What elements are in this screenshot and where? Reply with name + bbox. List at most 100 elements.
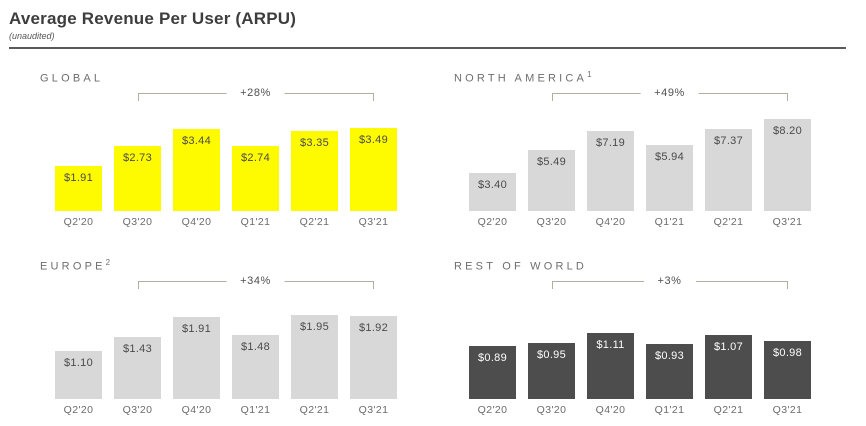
x-tick-label: Q1'21 <box>240 216 271 228</box>
x-tick-label: Q2'21 <box>713 404 744 416</box>
bar-Q3'21: $0.98 <box>764 341 811 399</box>
bar-Q4'20: $1.11 <box>587 333 634 399</box>
chart-title-text: EUROPE <box>40 260 106 273</box>
x-axis: Q2'20 Q3'20 Q4'20 Q1'21 Q2'21 Q3'21 <box>55 404 402 416</box>
bar-value-label: $1.43 <box>122 343 153 355</box>
bar-value-label: $5.49 <box>536 156 567 168</box>
page-header: Average Revenue Per User (ARPU) (unaudit… <box>0 0 866 49</box>
chart-title: GLOBAL <box>40 70 402 85</box>
bar-Q1'21: $1.48 <box>232 335 279 399</box>
bar-Q4'20: $3.44 <box>173 129 220 211</box>
bar-Q3'20: $5.49 <box>528 150 575 211</box>
x-tick-label: Q4'20 <box>595 404 626 416</box>
growth-bracket: +49% <box>551 87 788 101</box>
x-tick-label: Q2'20 <box>477 404 508 416</box>
bar-Q1'21: $5.94 <box>646 145 693 211</box>
chart-title-text: REST OF WORLD <box>454 260 588 273</box>
growth-annotation-row: +28% <box>55 85 402 107</box>
bar-value-label: $8.20 <box>772 125 803 137</box>
growth-percent-label: +34% <box>226 275 285 287</box>
growth-percent-label: +49% <box>640 87 699 99</box>
growth-annotation-row: +3% <box>469 273 816 295</box>
x-tick-label: Q2'21 <box>713 216 744 228</box>
x-axis: Q2'20 Q3'20 Q4'20 Q1'21 Q2'21 Q3'21 <box>55 216 402 228</box>
bar-Q2'21: $1.07 <box>705 335 752 399</box>
x-tick-label: Q1'21 <box>654 404 685 416</box>
bar-value-label: $0.98 <box>772 347 803 359</box>
chart-panel-north-america: NORTH AMERICA1 +49% $3.40 $5.49 $7.19 $5.94… <box>454 70 816 228</box>
x-tick-label: Q2'20 <box>477 216 508 228</box>
growth-bracket: +28% <box>137 87 374 101</box>
chart-panel-global: GLOBAL +28% $1.91 $2.73 $3.44 $2.74 $3.35 $3.… <box>40 70 402 228</box>
bar-value-label: $2.73 <box>122 152 153 164</box>
bar-value-label: $1.91 <box>181 323 212 335</box>
bar-Q3'20: $2.73 <box>114 146 161 211</box>
x-tick-label: Q3'21 <box>772 404 803 416</box>
chart-panel-rest-of-world: REST OF WORLD +3% $0.89 $0.95 $1.11 $0.93 $1… <box>454 258 816 416</box>
x-tick-label: Q3'20 <box>122 404 153 416</box>
x-tick-label: Q3'20 <box>536 404 567 416</box>
chart-panel-europe: EUROPE2 +34% $1.10 $1.43 $1.91 $1.48 $1.95 $1… <box>40 258 402 416</box>
x-tick-label: Q1'21 <box>240 404 271 416</box>
bar-value-label: $1.95 <box>299 321 330 333</box>
page-title: Average Revenue Per User (ARPU) <box>9 9 297 28</box>
bar-Q1'21: $2.74 <box>232 146 279 211</box>
chart-title-text: NORTH AMERICA <box>454 72 588 85</box>
bar-value-label: $3.40 <box>477 179 508 191</box>
x-tick-label: Q2'21 <box>299 404 330 416</box>
x-tick-label: Q3'21 <box>772 216 803 228</box>
x-tick-label: Q3'20 <box>536 216 567 228</box>
bar-Q3'20: $0.95 <box>528 343 575 399</box>
x-tick-label: Q3'21 <box>358 404 389 416</box>
bar-value-label: $1.92 <box>358 322 389 334</box>
bar-Q3'21: $8.20 <box>764 119 811 211</box>
x-tick-label: Q4'20 <box>181 216 212 228</box>
bar-value-label: $5.94 <box>654 151 685 163</box>
bar-Q2'20: $0.89 <box>469 346 516 399</box>
bar-Q2'21: $3.35 <box>291 131 338 211</box>
bar-Q2'20: $3.40 <box>469 173 516 211</box>
plot-area: $0.89 $0.95 $1.11 $0.93 $1.07 $0.98 <box>469 295 816 399</box>
page-subtitle: (unaudited) <box>9 31 55 41</box>
x-axis: Q2'20 Q3'20 Q4'20 Q1'21 Q2'21 Q3'21 <box>469 404 816 416</box>
bar-value-label: $0.95 <box>536 349 567 361</box>
bar-value-label: $7.19 <box>595 137 626 149</box>
x-axis: Q2'20 Q3'20 Q4'20 Q1'21 Q2'21 Q3'21 <box>469 216 816 228</box>
chart-title: NORTH AMERICA1 <box>454 70 816 85</box>
plot-area: $3.40 $5.49 $7.19 $5.94 $7.37 $8.20 <box>469 107 816 211</box>
bar-Q2'21: $1.95 <box>291 315 338 399</box>
x-tick-label: Q2'20 <box>63 216 94 228</box>
growth-bracket: +34% <box>137 275 374 289</box>
growth-bracket: +3% <box>551 275 788 289</box>
growth-percent-label: +3% <box>643 275 696 287</box>
chart-body: +34% $1.10 $1.43 $1.91 $1.48 $1.95 $1.92 Q2'2… <box>40 273 402 416</box>
bar-value-label: $1.07 <box>713 341 744 353</box>
growth-annotation-row: +34% <box>55 273 402 295</box>
growth-percent-label: +28% <box>226 87 285 99</box>
bar-Q4'20: $1.91 <box>173 317 220 399</box>
x-tick-label: Q3'21 <box>358 216 389 228</box>
bar-value-label: $3.35 <box>299 137 330 149</box>
chart-title: EUROPE2 <box>40 258 402 273</box>
bar-value-label: $0.89 <box>477 352 508 364</box>
chart-body: +3% $0.89 $0.95 $1.11 $0.93 $1.07 $0.98 Q2'20… <box>454 273 816 416</box>
x-tick-label: Q3'20 <box>122 216 153 228</box>
bar-Q3'21: $1.92 <box>350 316 397 399</box>
chart-title-text: GLOBAL <box>40 72 104 85</box>
bar-Q4'20: $7.19 <box>587 131 634 211</box>
bar-Q3'20: $1.43 <box>114 337 161 399</box>
chart-body: +49% $3.40 $5.49 $7.19 $5.94 $7.37 $8.20 Q2'2… <box>454 85 816 228</box>
bar-value-label: $3.44 <box>181 135 212 147</box>
bar-value-label: $2.74 <box>240 152 271 164</box>
bar-Q3'21: $3.49 <box>350 128 397 211</box>
bar-Q2'21: $7.37 <box>705 129 752 211</box>
bar-value-label: $1.11 <box>596 339 625 351</box>
growth-annotation-row: +49% <box>469 85 816 107</box>
x-tick-label: Q2'21 <box>299 216 330 228</box>
chart-title: REST OF WORLD <box>454 258 816 273</box>
bar-value-label: $3.49 <box>358 134 389 146</box>
plot-area: $1.91 $2.73 $3.44 $2.74 $3.35 $3.49 <box>55 107 402 211</box>
plot-area: $1.10 $1.43 $1.91 $1.48 $1.95 $1.92 <box>55 295 402 399</box>
x-tick-label: Q1'21 <box>654 216 685 228</box>
bar-value-label: $1.91 <box>63 172 94 184</box>
